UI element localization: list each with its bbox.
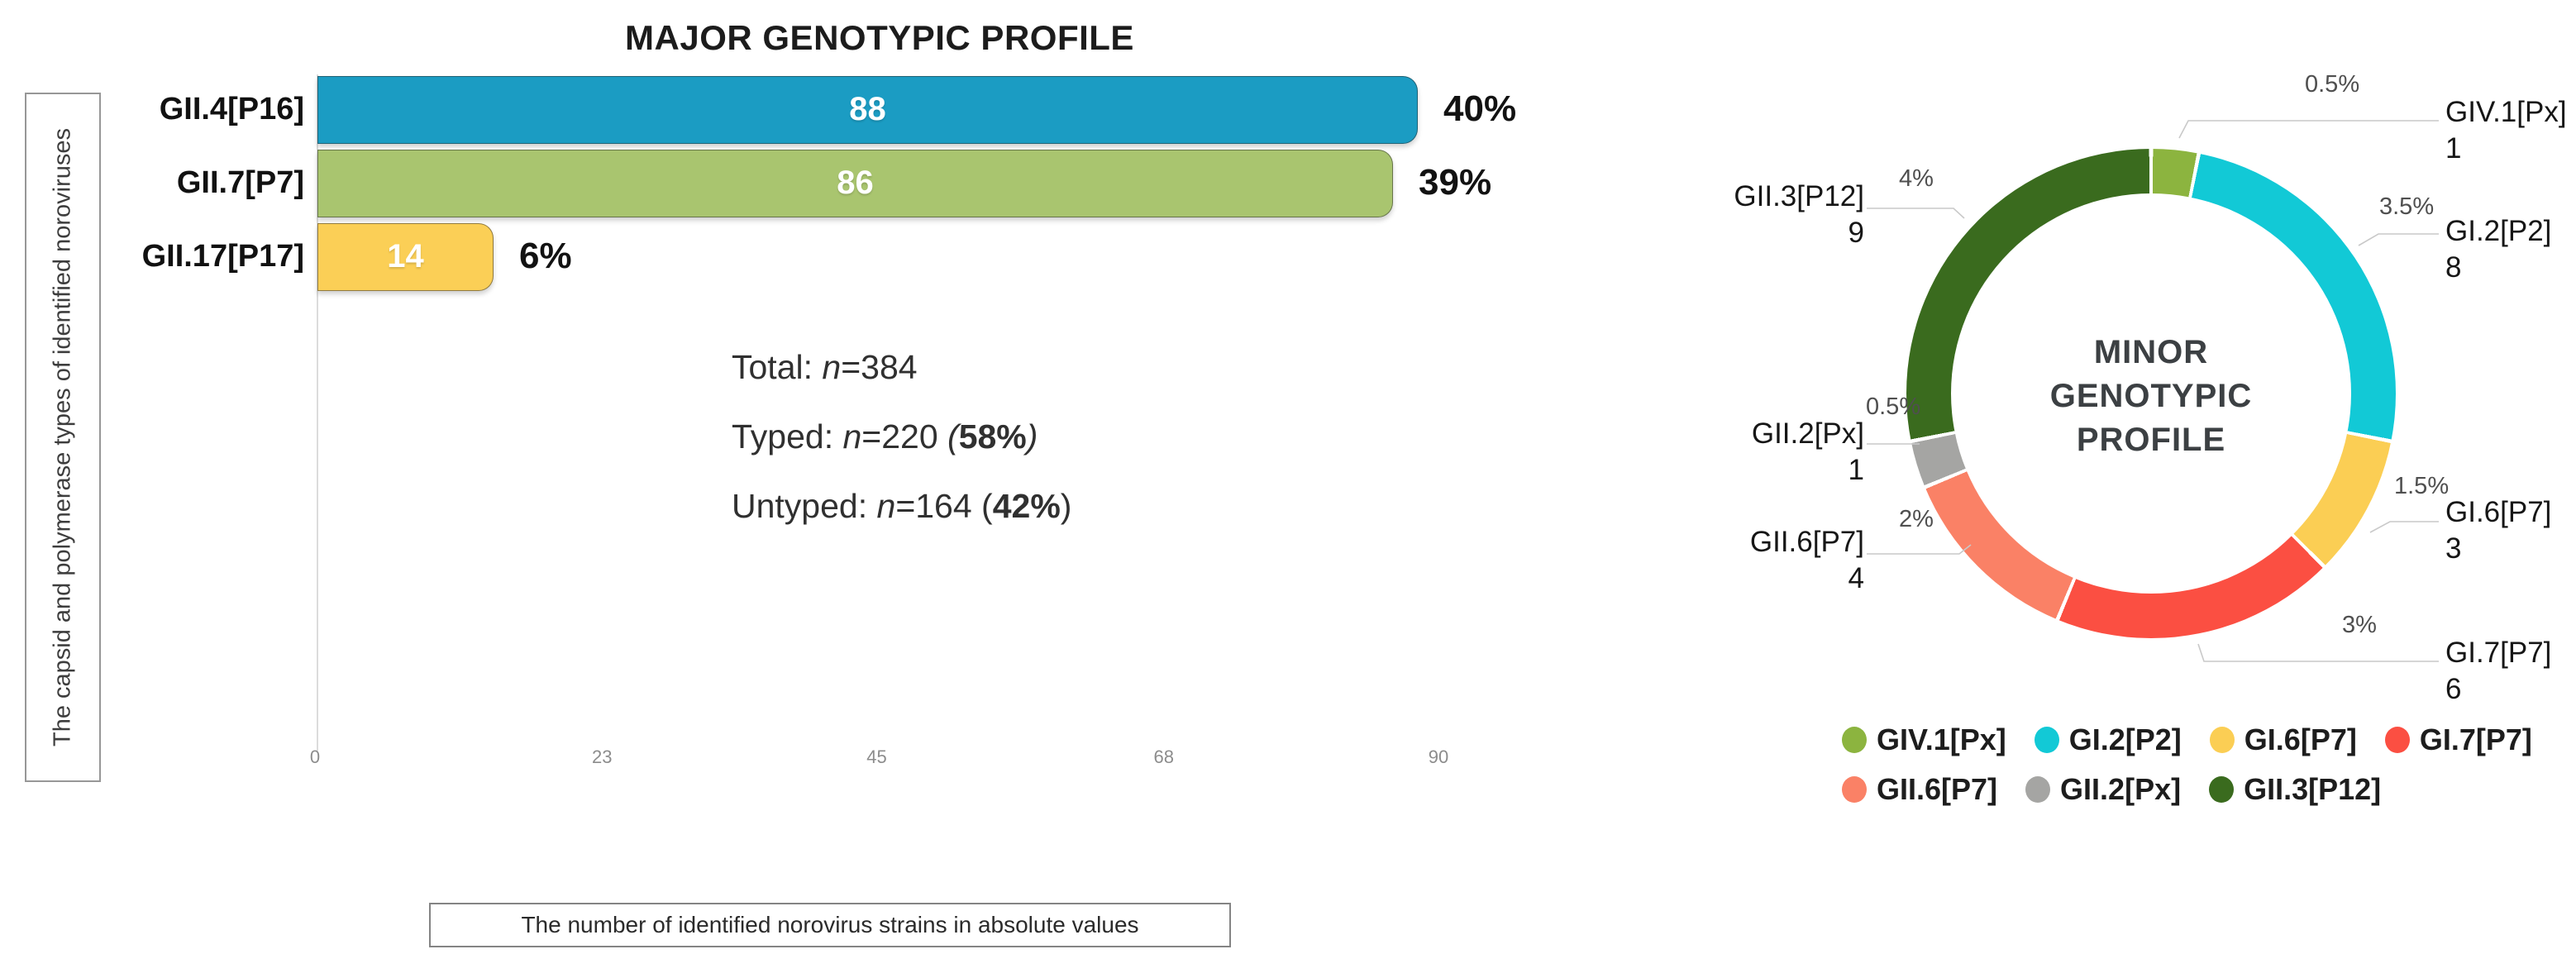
leader-line: [2358, 233, 2439, 246]
bar: 88: [317, 76, 1418, 144]
legend-color-dot: [2209, 776, 2235, 803]
legend-item: GI.6[P7]: [2209, 723, 2357, 757]
bar-value: 88: [849, 91, 886, 127]
callout-count: 8: [2445, 251, 2462, 284]
legend-item: GI.2[P2]: [2034, 723, 2182, 757]
legend-color-dot: [2034, 727, 2059, 753]
callout-genotype: GIV.1[Px]: [2445, 96, 2567, 128]
legend-item: GII.3[P12]: [2209, 772, 2381, 807]
callout-percentage: 3%: [2342, 612, 2377, 638]
callout-genotype: GII.6[P7]: [1749, 526, 1864, 558]
callout-count: 6: [2445, 673, 2462, 705]
bar-chart-title: MAJOR GENOTYPIC PROFILE: [625, 18, 1134, 57]
bar-pct-label: 39%: [1419, 162, 1492, 203]
bar-value: 14: [387, 238, 424, 274]
donut-center-line: MINOR: [2093, 334, 2209, 370]
callout-count: 9: [1848, 217, 1864, 249]
callout-genotype: GII.3[P12]: [1734, 180, 1864, 212]
legend-color-dot: [1842, 776, 1867, 803]
legend-label: GIV.1[Px]: [1877, 723, 2006, 756]
callout-genotype: GI.2[P2]: [2445, 215, 2552, 247]
x-axis-tick: 90: [1428, 747, 1449, 767]
callout-genotype: GI.7[P7]: [2445, 637, 2552, 669]
callout-label: GI.2[P2] 8: [2445, 213, 2576, 286]
bar-pct-label: 40%: [1443, 88, 1517, 129]
bar-value: 86: [837, 165, 874, 201]
callout-genotype: GII.2[Px]: [1751, 417, 1864, 450]
callout-percentage: 1.5%: [2394, 473, 2450, 499]
legend-label: GII.6[P7]: [1877, 772, 1998, 806]
bar: 86: [317, 150, 1393, 217]
legend-label: GI.6[P7]: [2244, 723, 2357, 756]
y-axis-label-box: The capsid and polymerase types of ident…: [25, 93, 101, 782]
callout-percentage: 0.5%: [2305, 71, 2360, 98]
legend-label: GI.2[P2]: [2068, 723, 2182, 756]
stats-untyped: Untyped: n=164 (42%): [732, 487, 1072, 525]
callout-count: 3: [2445, 532, 2462, 565]
stats-typed: Typed: n=220 (58%): [732, 417, 1038, 456]
callout-count: 1: [2445, 132, 2462, 165]
x-axis-tick: 23: [592, 747, 613, 767]
stats-total: Total: n=384: [732, 348, 918, 386]
x-axis-tick: 45: [866, 747, 887, 767]
bar-category-label: GII.17[P17]: [141, 239, 304, 274]
legend-row: GII.6[P7] GII.2[Px] GII.3[P12]: [1842, 772, 2532, 807]
donut-center-line: GENOTYPIC: [2049, 378, 2253, 414]
donut-ring: [1906, 149, 2396, 638]
callout-label: GII.2[Px] 1: [1641, 416, 1864, 489]
x-axis-caption: The number of identified norovirus strai…: [429, 903, 1231, 947]
x-axis-tick: 68: [1153, 747, 1175, 767]
bar: 14: [317, 223, 494, 291]
donut-legend: GIV.1[Px] GI.2[P2] GI.6[P7] GI.7[P7] GII.6[P…: [1842, 723, 2532, 822]
callout-label: GII.3[P12] 9: [1641, 179, 1864, 251]
callout-percentage: 2%: [1899, 506, 1934, 532]
legend-item: GII.2[Px]: [2025, 772, 2181, 807]
legend-color-dot: [2025, 776, 2051, 803]
sample-stats: Total: n=384 Typed: n=220 (58%) Untyped:…: [732, 332, 1071, 541]
legend-item: GII.6[P7]: [1842, 772, 1997, 807]
legend-label: GI.7[P7]: [2419, 723, 2532, 756]
legend-color-dot: [2384, 727, 2410, 753]
leader-line: [2178, 120, 2439, 139]
callout-label: GI.6[P7] 3: [2445, 494, 2576, 567]
y-axis-line: [317, 74, 318, 751]
callout-label: GIV.1[Px] 1: [2445, 94, 2576, 167]
donut-center-title: MINOR GENOTYPIC PROFILE: [1986, 331, 2316, 462]
callout-count: 4: [1848, 562, 1864, 594]
legend-label: GII.3[P12]: [2244, 772, 2382, 806]
callout-count: 1: [1848, 454, 1864, 486]
legend-color-dot: [1842, 727, 1867, 753]
leader-line: [2197, 643, 2439, 662]
legend-item: GI.7[P7]: [2384, 723, 2532, 757]
legend-item: GIV.1[Px]: [1842, 723, 2006, 757]
callout-label: GII.6[P7] 4: [1641, 524, 1864, 597]
legend-color-dot: [2209, 727, 2235, 753]
bar-category-label: GII.7[P7]: [176, 165, 304, 200]
callout-percentage: 4%: [1899, 165, 1934, 192]
callout-genotype: GI.6[P7]: [2445, 496, 2552, 528]
callout-percentage: 3.5%: [2379, 193, 2435, 220]
bar-category-label: GII.4[P16]: [159, 92, 304, 126]
callout-label: GI.7[P7] 6: [2445, 635, 2576, 708]
leader-line: [2369, 521, 2439, 533]
bar-pct-label: 6%: [519, 236, 572, 276]
leader-line: [1867, 544, 1972, 555]
callout-percentage: 0.5%: [1866, 394, 1921, 420]
leader-line: [1867, 207, 1965, 219]
donut-center-line: PROFILE: [2076, 422, 2226, 458]
legend-row: GIV.1[Px] GI.2[P2] GI.6[P7] GI.7[P7]: [1842, 723, 2532, 757]
x-axis-tick: 0: [309, 747, 321, 767]
legend-label: GII.2[Px]: [2060, 772, 2182, 806]
